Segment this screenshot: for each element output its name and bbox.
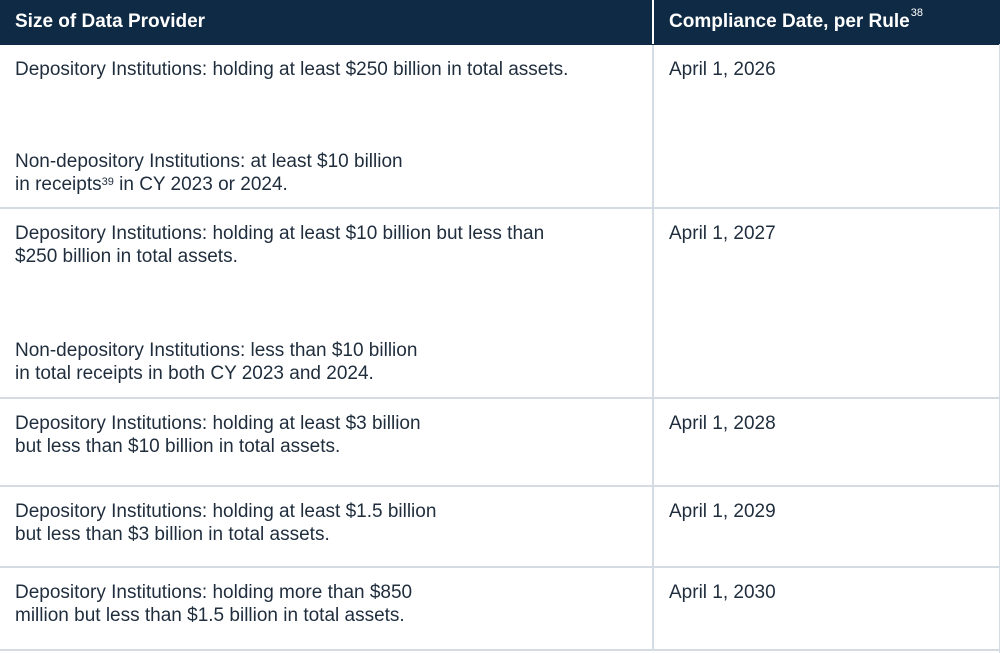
compliance-date: April 1, 2026 (669, 59, 776, 80)
table-row: Depository Institutions: holding at leas… (0, 399, 1000, 487)
column-divider (652, 487, 654, 566)
header-divider (652, 0, 654, 44)
compliance-date: April 1, 2029 (669, 501, 776, 522)
provider-text-line: Depository Institutions: holding more th… (15, 582, 413, 603)
column-divider (652, 399, 654, 485)
provider-depository: Depository Institutions: holding at leas… (15, 500, 436, 546)
provider-text-line: Non-depository Institutions: less than $… (15, 340, 418, 361)
compliance-date: April 1, 2027 (669, 223, 776, 244)
provider-text-line: million but less than $1.5 billion in to… (15, 605, 405, 626)
provider-text-line: in total receipts in both CY 2023 and 20… (15, 363, 374, 384)
table-row: Depository Institutions: holding more th… (0, 568, 1000, 651)
provider-non-depository: Non-depository Institutions: less than $… (15, 339, 417, 385)
header-size-of-data-provider: Size of Data Provider (15, 0, 205, 44)
column-divider (652, 45, 654, 207)
provider-text-line: but less than $10 billion in total asset… (15, 436, 341, 457)
footnote-ref-39: 39 (101, 176, 114, 188)
column-divider (652, 209, 654, 397)
table-row: Depository Institutions: holding at leas… (0, 487, 1000, 568)
table-header: Size of Data Provider Compliance Date, p… (0, 0, 1000, 45)
header-col2-text: Compliance Date, per Rule (669, 11, 910, 32)
provider-text-line: Depository Institutions: holding at leas… (15, 59, 569, 80)
provider-text-line: Depository Institutions: holding at leas… (15, 501, 437, 522)
provider-depository: Depository Institutions: holding at leas… (15, 58, 568, 81)
provider-text-fragment: in CY 2023 or 2024. (113, 174, 288, 195)
compliance-date: April 1, 2028 (669, 413, 776, 434)
table-row: Depository Institutions: holding at leas… (0, 45, 1000, 209)
provider-text-line: Depository Institutions: holding at leas… (15, 223, 545, 244)
provider-text-line: but less than $3 billion in total assets… (15, 524, 330, 545)
compliance-date: April 1, 2030 (669, 582, 776, 603)
provider-text-line: $250 billion in total assets. (15, 246, 238, 267)
header-compliance-date: Compliance Date, per Rule38 (669, 0, 923, 44)
footnote-ref-38: 38 (910, 7, 923, 19)
header-col1-text: Size of Data Provider (15, 11, 206, 32)
provider-text-line: in receipts39 in CY 2023 or 2024. (15, 173, 403, 196)
provider-text-line: Non-depository Institutions: at least $1… (15, 151, 403, 172)
provider-depository: Depository Institutions: holding at leas… (15, 412, 421, 458)
provider-non-depository: Non-depository Institutions: at least $1… (15, 150, 403, 196)
provider-text-line: Depository Institutions: holding at leas… (15, 413, 421, 434)
column-divider (652, 568, 654, 649)
provider-depository: Depository Institutions: holding more th… (15, 581, 412, 627)
provider-depository: Depository Institutions: holding at leas… (15, 222, 544, 268)
provider-text-fragment: in receipts (15, 174, 102, 195)
table-row: Depository Institutions: holding at leas… (0, 209, 1000, 399)
